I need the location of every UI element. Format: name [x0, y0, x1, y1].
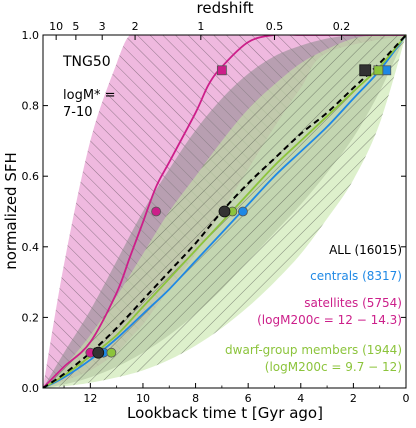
legend-satellites-mass: (logM200c = 12 − 14.3): [257, 313, 402, 327]
x-tick-label: 10: [136, 392, 150, 405]
legend-centrals: centrals (8317): [310, 269, 402, 283]
legend-all: ALL (16015): [329, 243, 402, 257]
marker-satellites-2: [216, 65, 227, 76]
marker-centrals-1: [238, 206, 248, 217]
marker-all-1: [218, 205, 231, 218]
marker-dwarf-2: [373, 65, 384, 76]
x-tick-label: 2: [350, 392, 357, 405]
x-tick-label: 12: [83, 392, 97, 405]
sim-label: TNG50: [62, 54, 111, 70]
y-tick-label: 0.6: [22, 170, 40, 183]
legend-dwarf: dwarf-group members (1944): [225, 343, 402, 357]
plot-frame: [42, 34, 407, 389]
mass-label-line1: logM* =: [63, 88, 116, 103]
marker-satellites-1: [151, 206, 162, 217]
x-tick-label: 8: [192, 392, 199, 405]
x-tick-label: 0: [403, 392, 410, 405]
redshift-tick-label: 10: [49, 20, 63, 33]
redshift-tick-label: 0.5: [266, 20, 284, 33]
top-axis-title: redshift: [197, 0, 254, 17]
redshift-tick-label: 5: [72, 20, 79, 33]
redshift-tick-label: 3: [99, 20, 106, 33]
redshift-tick-label: 2: [132, 20, 139, 33]
y-tick-label: 0.8: [22, 100, 40, 113]
markers-layer: [85, 64, 392, 359]
x-tick-label: 6: [245, 392, 252, 405]
line-satellites: [43, 35, 406, 388]
x-axis-title: Lookback time t [Gyr ago]: [127, 404, 323, 422]
axes-layer: 12 10 8 6 4 2 0 0.0 0.2 0.4 0.6 0.8 1.0 10 5 3 2 1 0.5 0.2: [22, 20, 410, 405]
x-tick-label: 4: [297, 392, 304, 405]
y-tick-label: 0.4: [22, 241, 40, 254]
y-tick-label: 1.0: [22, 29, 40, 42]
y-tick-label: 0.2: [22, 311, 40, 324]
legend-dwarf-mass: (logM200c = 9.7 − 12): [265, 360, 402, 374]
redshift-tick-label: 1: [197, 20, 204, 33]
marker-all-0: [92, 346, 105, 359]
redshift-tick-label: 0.2: [333, 20, 351, 33]
marker-dwarf-0: [106, 347, 117, 358]
y-tick-label: 0.0: [22, 382, 40, 395]
mass-label-line2: 7-10: [63, 105, 93, 120]
marker-all-2: [359, 64, 372, 77]
y-axis-title: normalized SFH: [2, 152, 20, 270]
legend: ALL (16015) centrals (8317) satellites (…: [225, 243, 402, 374]
legend-satellites: satellites (5754): [304, 296, 402, 310]
